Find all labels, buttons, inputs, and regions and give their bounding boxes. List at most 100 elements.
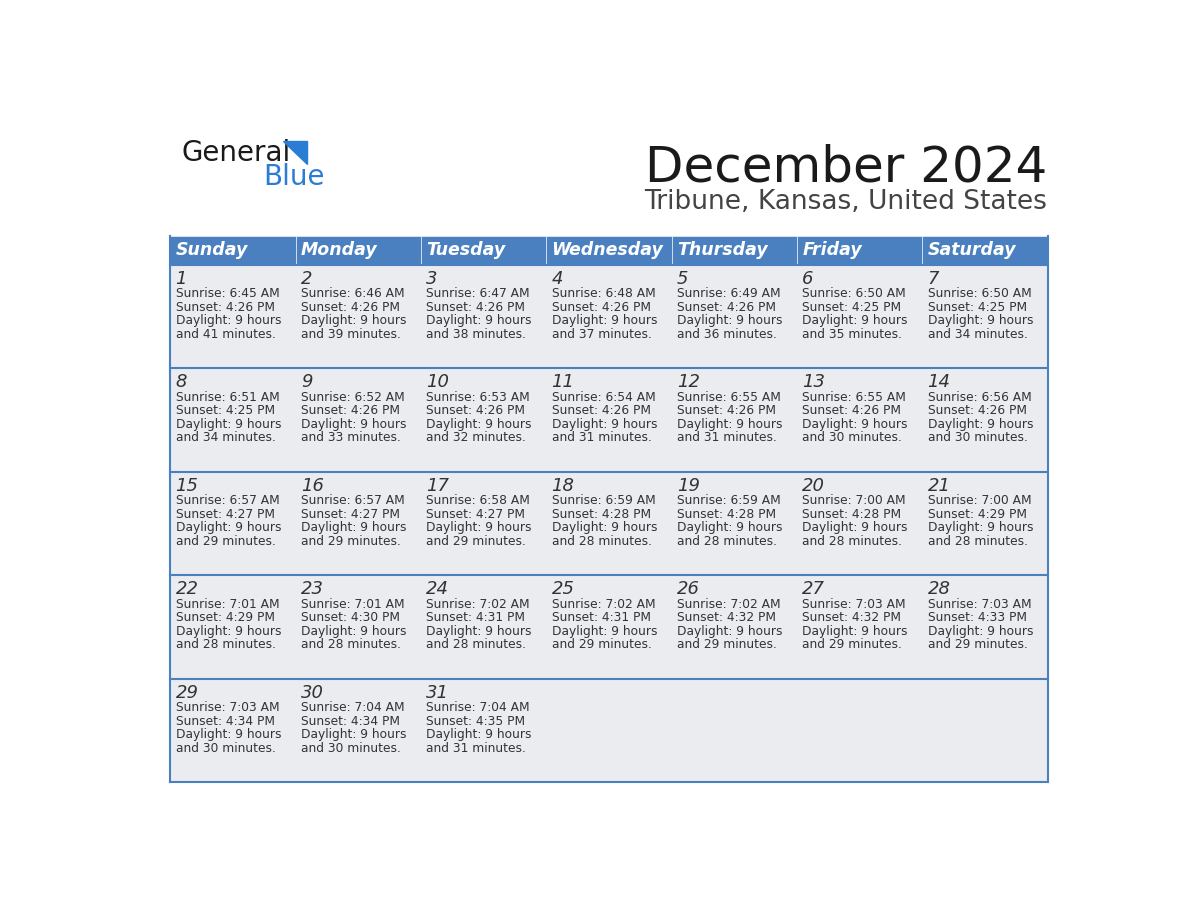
Text: Monday: Monday	[301, 241, 378, 259]
Text: Sunrise: 6:57 AM: Sunrise: 6:57 AM	[301, 494, 405, 508]
Text: 9: 9	[301, 373, 312, 391]
Text: Sunrise: 7:02 AM: Sunrise: 7:02 AM	[426, 598, 530, 610]
Bar	[421, 368, 546, 472]
Text: Daylight: 9 hours: Daylight: 9 hours	[551, 314, 657, 327]
Text: and 28 minutes.: and 28 minutes.	[928, 534, 1028, 548]
Bar	[546, 265, 671, 368]
Text: Sunrise: 7:01 AM: Sunrise: 7:01 AM	[301, 598, 405, 610]
Bar	[671, 472, 797, 576]
Bar	[922, 576, 1048, 679]
Text: and 34 minutes.: and 34 minutes.	[928, 328, 1028, 341]
Text: and 28 minutes.: and 28 minutes.	[426, 638, 526, 651]
Text: Sunrise: 6:53 AM: Sunrise: 6:53 AM	[426, 391, 530, 404]
Text: Sunset: 4:29 PM: Sunset: 4:29 PM	[176, 611, 274, 624]
Bar	[546, 472, 671, 576]
Text: Sunrise: 6:58 AM: Sunrise: 6:58 AM	[426, 494, 530, 508]
Text: 21: 21	[928, 476, 950, 495]
Text: 6: 6	[802, 270, 814, 287]
Text: and 39 minutes.: and 39 minutes.	[301, 328, 400, 341]
Text: Sunrise: 7:03 AM: Sunrise: 7:03 AM	[176, 701, 279, 714]
Bar	[671, 576, 797, 679]
Text: Sunset: 4:32 PM: Sunset: 4:32 PM	[802, 611, 902, 624]
Text: Sunday: Sunday	[176, 241, 248, 259]
Text: and 29 minutes.: and 29 minutes.	[301, 534, 400, 548]
Text: Sunset: 4:26 PM: Sunset: 4:26 PM	[426, 301, 525, 314]
Bar	[296, 368, 421, 472]
Text: Blue: Blue	[264, 162, 324, 191]
Text: 12: 12	[677, 373, 700, 391]
Bar	[170, 236, 296, 265]
Text: Sunset: 4:32 PM: Sunset: 4:32 PM	[677, 611, 776, 624]
Text: Sunrise: 6:56 AM: Sunrise: 6:56 AM	[928, 391, 1031, 404]
Text: Sunset: 4:28 PM: Sunset: 4:28 PM	[802, 508, 902, 521]
Bar	[421, 679, 546, 782]
Text: 23: 23	[301, 580, 324, 598]
Text: Daylight: 9 hours: Daylight: 9 hours	[677, 624, 783, 638]
Text: Daylight: 9 hours: Daylight: 9 hours	[928, 521, 1034, 534]
Text: Sunset: 4:26 PM: Sunset: 4:26 PM	[802, 404, 902, 417]
Text: Daylight: 9 hours: Daylight: 9 hours	[301, 521, 406, 534]
Text: Sunrise: 7:01 AM: Sunrise: 7:01 AM	[176, 598, 279, 610]
Text: Sunset: 4:34 PM: Sunset: 4:34 PM	[301, 715, 400, 728]
Bar	[546, 368, 671, 472]
Text: Daylight: 9 hours: Daylight: 9 hours	[426, 314, 532, 327]
Text: Daylight: 9 hours: Daylight: 9 hours	[551, 521, 657, 534]
Text: and 31 minutes.: and 31 minutes.	[677, 431, 777, 444]
Text: 30: 30	[301, 684, 324, 701]
Text: Daylight: 9 hours: Daylight: 9 hours	[426, 418, 532, 431]
Text: and 30 minutes.: and 30 minutes.	[802, 431, 902, 444]
Text: Sunset: 4:31 PM: Sunset: 4:31 PM	[426, 611, 525, 624]
Text: Sunset: 4:26 PM: Sunset: 4:26 PM	[677, 404, 776, 417]
Text: 25: 25	[551, 580, 575, 598]
Bar	[797, 265, 922, 368]
Bar	[170, 576, 296, 679]
Text: Sunrise: 6:48 AM: Sunrise: 6:48 AM	[551, 287, 656, 300]
Bar	[671, 265, 797, 368]
Text: Sunset: 4:25 PM: Sunset: 4:25 PM	[176, 404, 274, 417]
Text: 16: 16	[301, 476, 324, 495]
Bar	[797, 679, 922, 782]
Text: and 34 minutes.: and 34 minutes.	[176, 431, 276, 444]
Text: 19: 19	[677, 476, 700, 495]
Bar	[797, 368, 922, 472]
Text: 13: 13	[802, 373, 826, 391]
Bar	[421, 576, 546, 679]
Text: Sunset: 4:29 PM: Sunset: 4:29 PM	[928, 508, 1026, 521]
Text: and 29 minutes.: and 29 minutes.	[176, 534, 276, 548]
Text: and 29 minutes.: and 29 minutes.	[802, 638, 902, 651]
Text: Sunrise: 6:49 AM: Sunrise: 6:49 AM	[677, 287, 781, 300]
Text: Daylight: 9 hours: Daylight: 9 hours	[176, 418, 282, 431]
Bar	[922, 679, 1048, 782]
Text: Sunset: 4:28 PM: Sunset: 4:28 PM	[677, 508, 776, 521]
Text: Daylight: 9 hours: Daylight: 9 hours	[928, 418, 1034, 431]
Text: Sunset: 4:26 PM: Sunset: 4:26 PM	[551, 404, 651, 417]
Text: 2: 2	[301, 270, 312, 287]
Text: Sunrise: 6:54 AM: Sunrise: 6:54 AM	[551, 391, 656, 404]
Text: Sunset: 4:25 PM: Sunset: 4:25 PM	[928, 301, 1026, 314]
Text: 14: 14	[928, 373, 950, 391]
Bar	[170, 679, 296, 782]
Text: 4: 4	[551, 270, 563, 287]
Text: Daylight: 9 hours: Daylight: 9 hours	[802, 418, 908, 431]
Bar	[421, 236, 546, 265]
Text: 27: 27	[802, 580, 826, 598]
Text: Saturday: Saturday	[928, 241, 1016, 259]
Text: and 41 minutes.: and 41 minutes.	[176, 328, 276, 341]
Bar	[296, 472, 421, 576]
Text: Sunrise: 7:00 AM: Sunrise: 7:00 AM	[928, 494, 1031, 508]
Text: Sunrise: 6:46 AM: Sunrise: 6:46 AM	[301, 287, 405, 300]
Text: and 35 minutes.: and 35 minutes.	[802, 328, 902, 341]
Text: Daylight: 9 hours: Daylight: 9 hours	[677, 314, 783, 327]
Text: Daylight: 9 hours: Daylight: 9 hours	[551, 624, 657, 638]
Text: 28: 28	[928, 580, 950, 598]
Text: Sunset: 4:25 PM: Sunset: 4:25 PM	[802, 301, 902, 314]
Text: Daylight: 9 hours: Daylight: 9 hours	[551, 418, 657, 431]
Bar	[296, 679, 421, 782]
Bar	[922, 368, 1048, 472]
Text: Sunrise: 6:47 AM: Sunrise: 6:47 AM	[426, 287, 530, 300]
Text: Daylight: 9 hours: Daylight: 9 hours	[802, 624, 908, 638]
Text: Sunset: 4:28 PM: Sunset: 4:28 PM	[551, 508, 651, 521]
Text: Sunset: 4:26 PM: Sunset: 4:26 PM	[301, 404, 400, 417]
Text: Daylight: 9 hours: Daylight: 9 hours	[301, 624, 406, 638]
Bar	[546, 576, 671, 679]
